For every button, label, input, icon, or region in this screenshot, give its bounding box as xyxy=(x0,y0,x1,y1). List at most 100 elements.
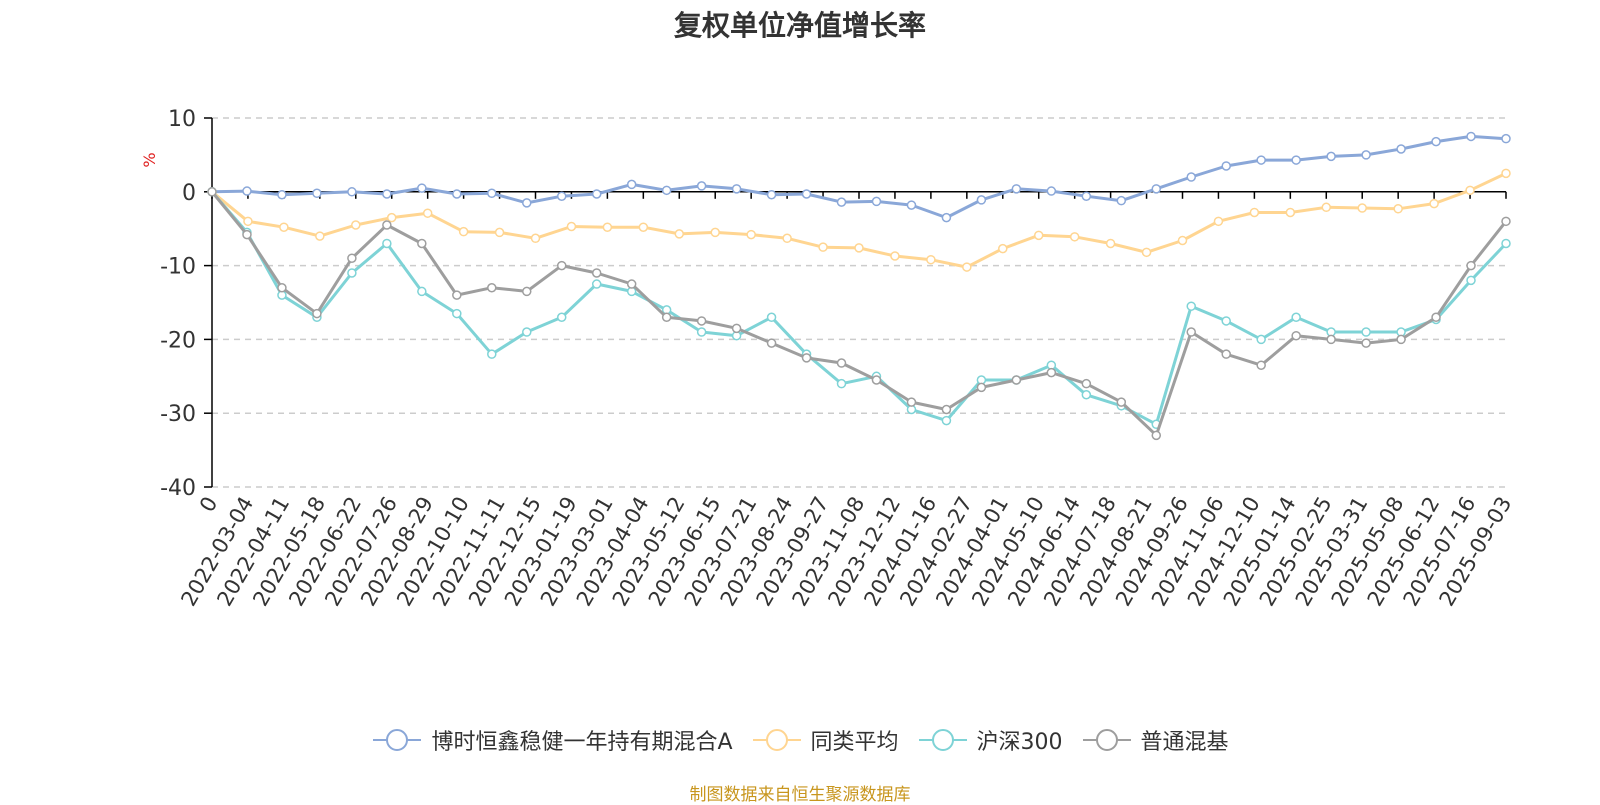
data-point xyxy=(602,222,613,232)
data-point xyxy=(836,197,847,207)
data-point xyxy=(782,233,792,244)
legend-marker-icon xyxy=(918,729,967,751)
data-point xyxy=(242,229,252,240)
data-point xyxy=(452,290,462,300)
data-point xyxy=(1081,390,1092,400)
data-point xyxy=(1011,375,1022,385)
data-point xyxy=(530,233,541,244)
series-line-1 xyxy=(211,172,1507,269)
data-point xyxy=(522,286,532,297)
series-line-0 xyxy=(211,134,1507,220)
data-point xyxy=(766,312,777,323)
data-point xyxy=(1069,232,1080,242)
data-point xyxy=(522,327,532,337)
data-point xyxy=(1256,155,1266,165)
data-point xyxy=(556,312,567,323)
data-point xyxy=(1321,202,1332,213)
data-point xyxy=(347,253,357,263)
data-point xyxy=(962,262,972,272)
data-point xyxy=(626,279,637,289)
data-point xyxy=(1501,133,1511,144)
data-point xyxy=(1141,247,1152,258)
data-point xyxy=(1046,186,1057,196)
data-point xyxy=(386,212,397,223)
data-point xyxy=(818,242,828,252)
data-point xyxy=(696,181,707,191)
data-point xyxy=(661,185,672,196)
data-point xyxy=(1011,184,1022,194)
data-point xyxy=(1357,203,1367,213)
data-point xyxy=(871,375,882,385)
data-point xyxy=(801,189,812,199)
data-point xyxy=(1186,172,1196,182)
data-point xyxy=(1393,204,1403,214)
data-point xyxy=(1361,150,1371,160)
data-point xyxy=(1466,260,1476,271)
y-tick-label: -10 xyxy=(160,255,196,280)
legend-item-peer-average[interactable]: 同类平均 xyxy=(751,724,899,756)
data-point xyxy=(417,238,427,249)
data-point xyxy=(1465,185,1475,196)
x-tick-label: 0 xyxy=(195,493,222,517)
data-point xyxy=(731,184,742,194)
data-point xyxy=(1081,378,1092,389)
data-point xyxy=(836,378,847,389)
legend-item-fund[interactable]: 博时恒鑫稳健一年持有期混合A xyxy=(371,724,733,756)
data-point xyxy=(906,200,917,210)
data-point xyxy=(1431,312,1441,323)
legend-label: 同类平均 xyxy=(810,730,899,755)
y-tick-label: -20 xyxy=(160,328,196,353)
axis-labels: 100-10-20-30-40%02022-03-042022-04-11202… xyxy=(140,107,1516,610)
y-tick-label: -40 xyxy=(160,476,196,501)
data-point xyxy=(1326,334,1336,345)
data-point xyxy=(1116,195,1127,206)
data-point xyxy=(556,260,567,271)
data-point xyxy=(1466,275,1476,286)
data-point xyxy=(312,188,322,199)
data-point xyxy=(1033,230,1044,241)
data-point xyxy=(1221,349,1231,359)
data-point xyxy=(1213,216,1224,227)
data-point xyxy=(1326,151,1336,162)
data-point xyxy=(382,220,392,230)
legend-item-mixed-fund[interactable]: 普通混基 xyxy=(1081,724,1229,756)
data-point xyxy=(347,187,357,197)
data-point xyxy=(926,254,936,265)
series-lines xyxy=(207,131,1511,441)
legend-marker-icon xyxy=(1082,729,1131,751)
data-point xyxy=(522,198,532,208)
data-point xyxy=(941,212,952,223)
data-point xyxy=(207,187,217,197)
data-point xyxy=(1151,184,1162,194)
chart-title: 复权单位净值增长率 xyxy=(673,9,926,42)
data-point xyxy=(836,358,847,368)
data-point xyxy=(674,229,685,239)
legend: 博时恒鑫稳健一年持有期混合A 同类平均 沪深300 普通混基 xyxy=(0,722,1600,758)
data-point xyxy=(1116,397,1127,407)
y-tick-label: -30 xyxy=(160,402,196,427)
legend-item-csi300[interactable]: 沪深300 xyxy=(917,724,1063,756)
data-point xyxy=(976,195,987,205)
series-line-2 xyxy=(210,190,1508,426)
legend-label: 沪深300 xyxy=(976,730,1063,755)
y-tick-label: 10 xyxy=(168,107,196,132)
data-point xyxy=(347,268,357,278)
y-tick-label: 0 xyxy=(182,181,196,206)
data-point xyxy=(422,208,433,218)
data-point xyxy=(766,190,777,200)
data-point xyxy=(277,282,287,293)
data-point xyxy=(1501,216,1511,227)
data-point xyxy=(591,268,602,278)
data-point xyxy=(854,243,864,253)
series-line-3 xyxy=(210,190,1508,437)
data-point xyxy=(279,222,289,232)
data-point xyxy=(591,279,602,289)
data-point xyxy=(871,196,882,207)
data-point xyxy=(1186,327,1196,337)
data-point xyxy=(452,308,462,319)
data-point xyxy=(941,404,952,415)
data-point xyxy=(591,189,602,199)
data-point xyxy=(1256,334,1266,345)
data-point xyxy=(1291,330,1301,341)
